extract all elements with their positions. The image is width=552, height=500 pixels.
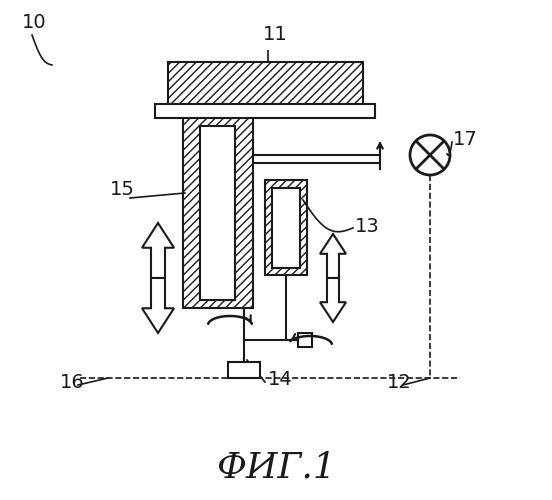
Bar: [155, 104, 375, 118]
Text: 17: 17: [453, 130, 477, 149]
Bar: [168, 62, 363, 104]
Bar: [228, 362, 260, 378]
Text: 14: 14: [268, 370, 293, 389]
Bar: [200, 126, 235, 300]
Text: 11: 11: [263, 25, 288, 44]
Polygon shape: [320, 278, 346, 322]
Text: 16: 16: [60, 373, 85, 392]
Polygon shape: [142, 223, 174, 278]
Bar: [265, 180, 307, 275]
Text: 12: 12: [387, 373, 412, 392]
Bar: [183, 118, 253, 308]
Bar: [298, 333, 312, 347]
Text: 13: 13: [355, 217, 380, 236]
Text: 10: 10: [22, 13, 46, 32]
Polygon shape: [320, 234, 346, 278]
Text: ФИГ.1: ФИГ.1: [216, 451, 336, 485]
Bar: [272, 188, 300, 268]
Polygon shape: [142, 278, 174, 333]
Text: 15: 15: [110, 180, 135, 199]
